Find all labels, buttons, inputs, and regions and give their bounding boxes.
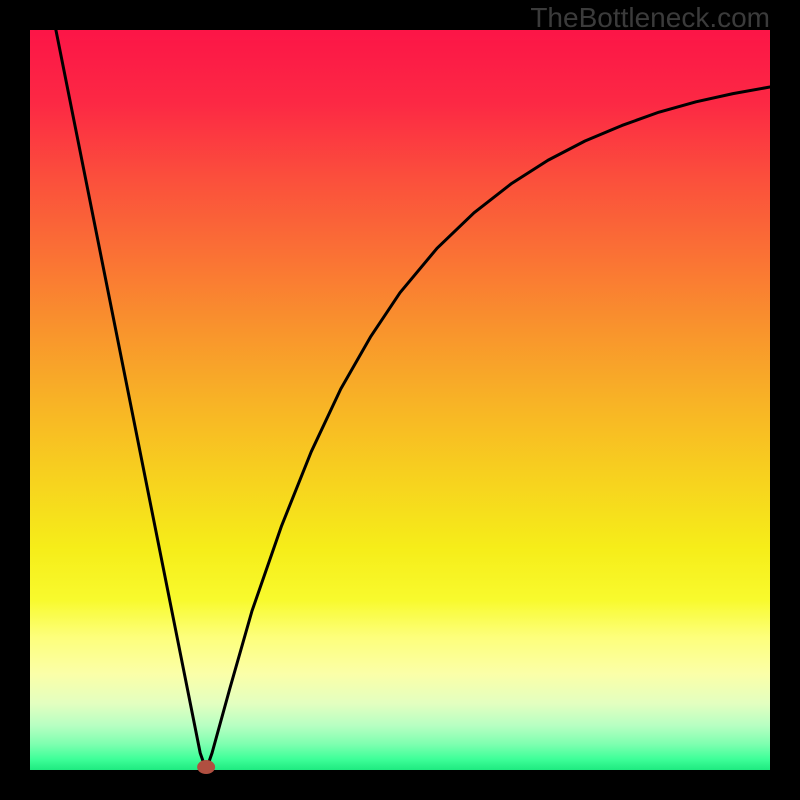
optimal-point-marker [197,760,215,774]
chart-container: TheBottleneck.com [0,0,800,800]
watermark-text: TheBottleneck.com [530,2,770,34]
chart-svg [0,0,800,800]
chart-background [30,30,770,770]
